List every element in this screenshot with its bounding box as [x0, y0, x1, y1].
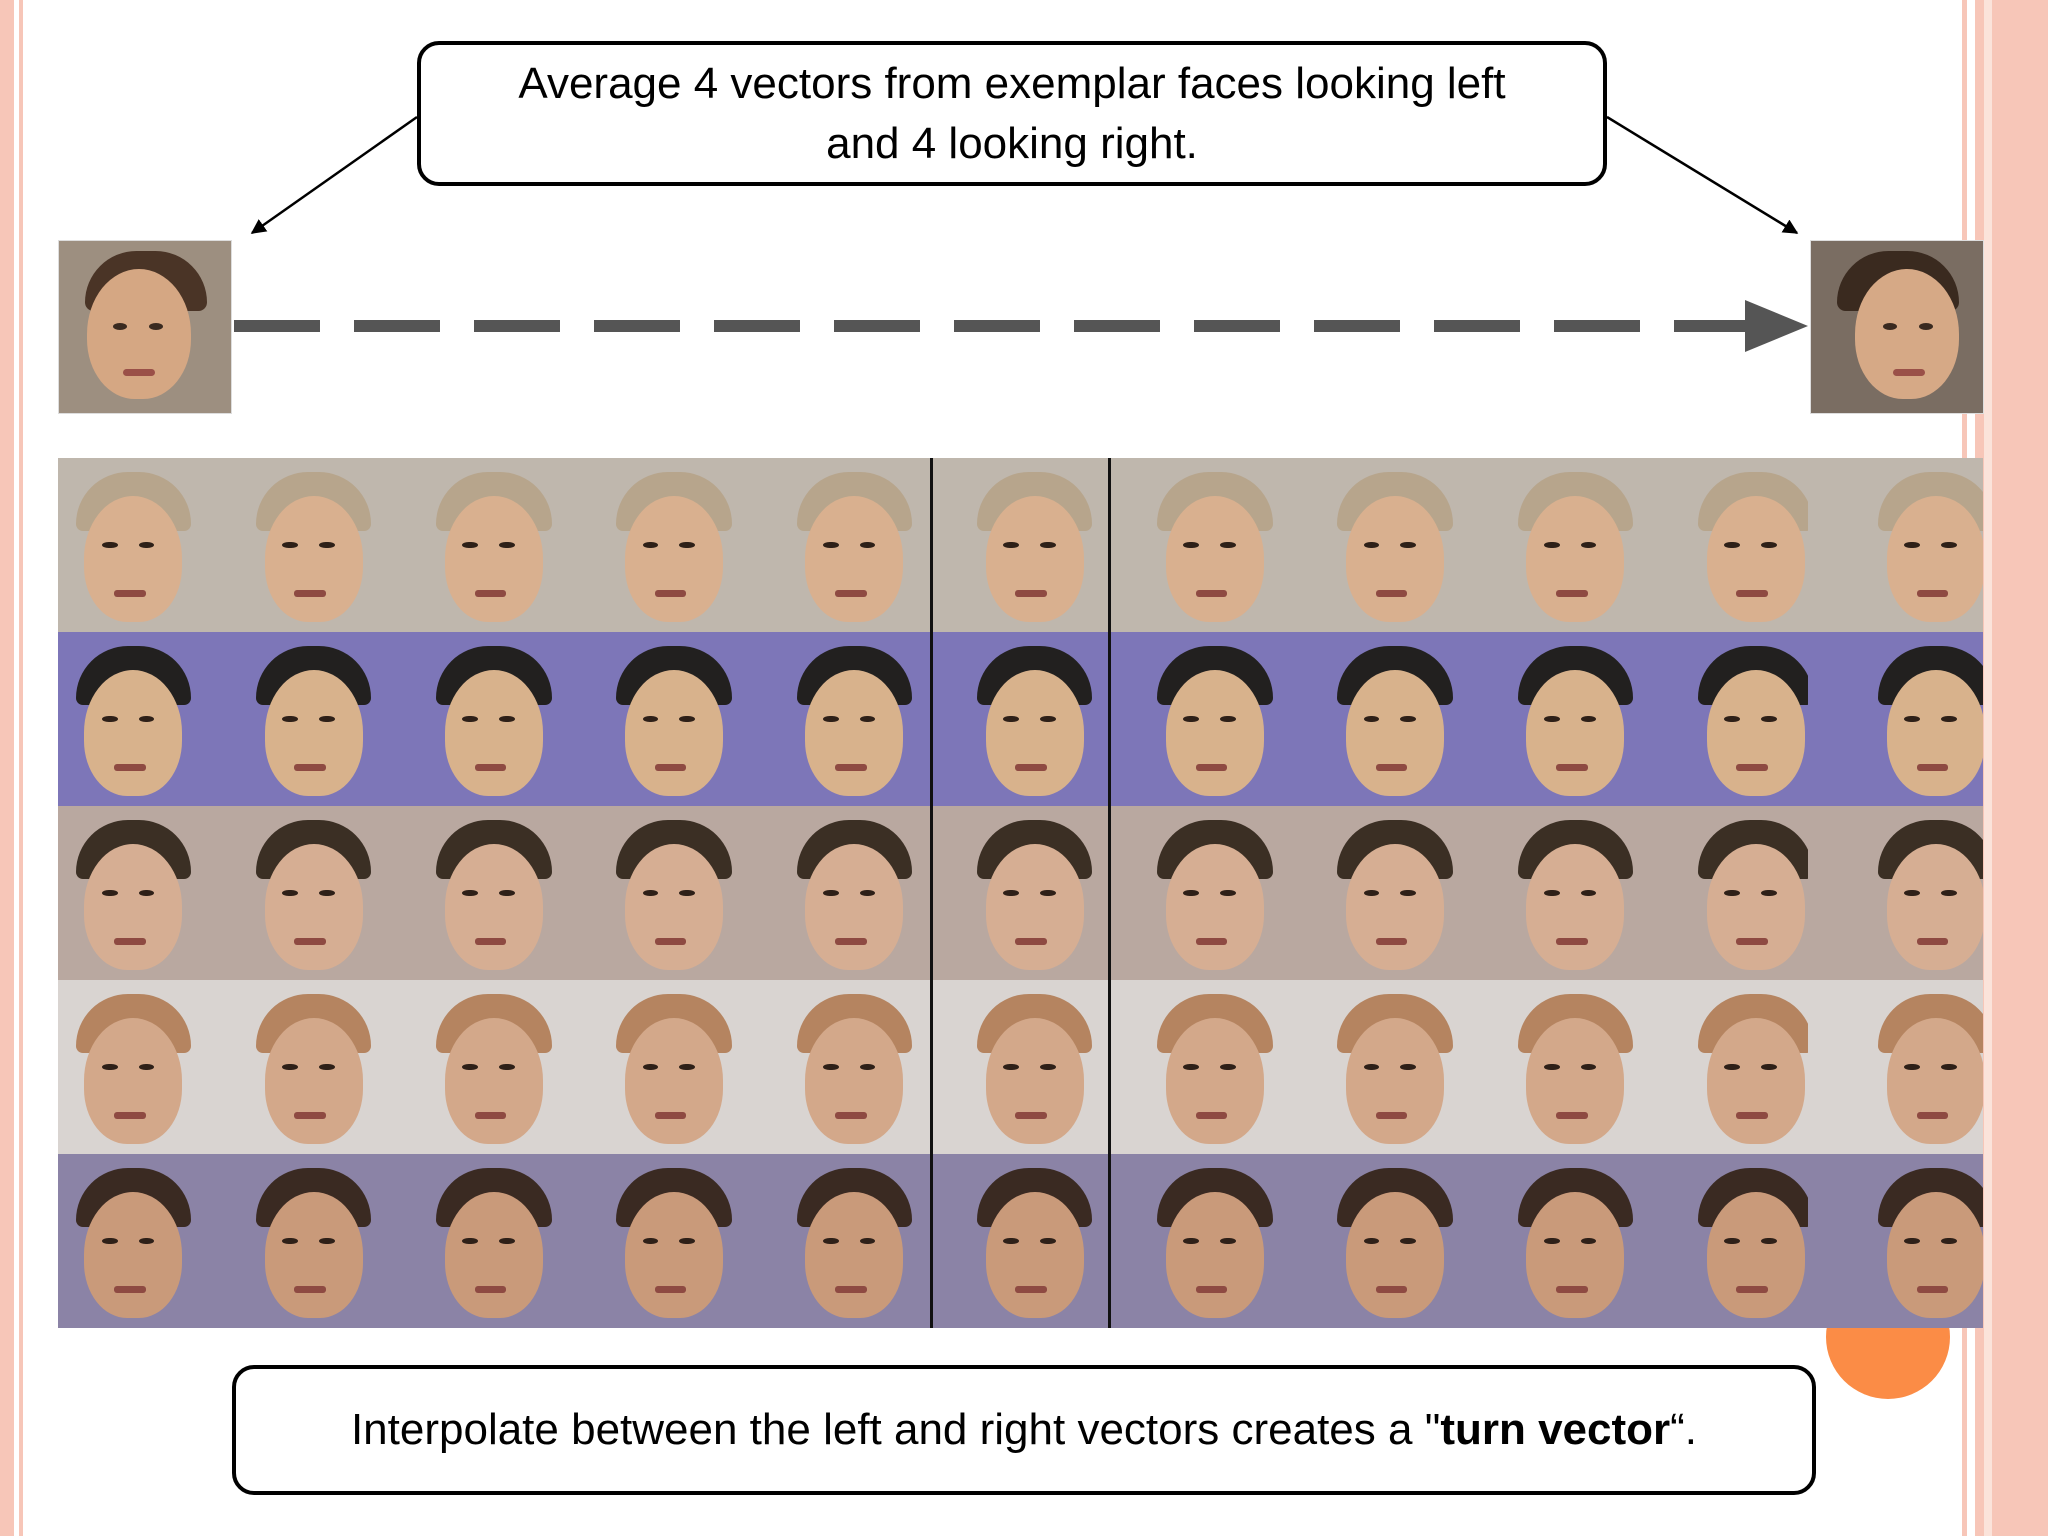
face-image: [1108, 1154, 1283, 1328]
bottom-callout: Interpolate between the left and right v…: [232, 1365, 1816, 1495]
face-image: [758, 1154, 933, 1328]
face-image: [1808, 458, 1983, 632]
face-image: [758, 980, 933, 1154]
face-image: [1108, 980, 1283, 1154]
callout-arrow-icon-left: [250, 115, 418, 235]
face-image: [1808, 806, 1983, 980]
face-image: [1808, 632, 1983, 806]
face-image: [1283, 458, 1458, 632]
left-border-line: [19, 0, 23, 1536]
face-image: [933, 458, 1108, 632]
face-image: [233, 806, 408, 980]
face-image: [1458, 1154, 1633, 1328]
face-image: [1283, 1154, 1458, 1328]
face-image: [1808, 980, 1983, 1154]
face-image: [58, 806, 233, 980]
bottom-callout-bold: turn vector: [1440, 1405, 1671, 1454]
face-image: [58, 1154, 233, 1328]
right-border-inner-stripe: [1984, 0, 1992, 1536]
face-image: [1108, 632, 1283, 806]
bottom-callout-text: Interpolate between the left and right v…: [351, 1405, 1697, 1455]
grid-divider-left: [930, 458, 933, 1328]
face-image: [1108, 458, 1283, 632]
top-callout: Average 4 vectors from exemplar faces lo…: [417, 41, 1607, 186]
face-image: [1283, 980, 1458, 1154]
face-image: [233, 458, 408, 632]
face-image: [583, 980, 758, 1154]
bottom-callout-suffix: “.: [1670, 1405, 1698, 1454]
face-interpolation-grid: [58, 458, 1983, 1328]
grid-divider-right: [1108, 458, 1111, 1328]
face-image: [1633, 458, 1808, 632]
face-image: [58, 458, 233, 632]
face-image: [1633, 1154, 1808, 1328]
face-image: [58, 632, 233, 806]
face-image: [758, 458, 933, 632]
face-image: [1633, 806, 1808, 980]
face-image: [233, 1154, 408, 1328]
face-image: [933, 980, 1108, 1154]
left-looking-face-image: [58, 240, 232, 414]
bottom-callout-prefix: Interpolate between the left and right v…: [350, 1405, 1441, 1454]
face-image: [1633, 632, 1808, 806]
face-image: [583, 1154, 758, 1328]
dashed-arrow-head: [1745, 300, 1808, 352]
face-image: [933, 1154, 1108, 1328]
face-image: [933, 632, 1108, 806]
face-image: [1458, 632, 1633, 806]
face-image: [1808, 1154, 1983, 1328]
right-looking-face-image: [1810, 240, 1984, 414]
callout-arrow-icon-right: [1606, 115, 1799, 235]
face-image: [408, 980, 583, 1154]
face-image: [1458, 806, 1633, 980]
face-image: [1458, 458, 1633, 632]
face-image: [233, 632, 408, 806]
face-image: [408, 806, 583, 980]
face-image: [583, 632, 758, 806]
top-callout-text: Average 4 vectors from exemplar faces lo…: [518, 58, 1506, 168]
face-image: [1283, 806, 1458, 980]
face-image: [933, 806, 1108, 980]
face-image: [1283, 632, 1458, 806]
face-image: [1633, 980, 1808, 1154]
face-image: [583, 806, 758, 980]
face-image: [408, 1154, 583, 1328]
face-image: [583, 458, 758, 632]
face-image: [1458, 980, 1633, 1154]
face-image: [758, 806, 933, 980]
face-image: [758, 632, 933, 806]
face-image: [58, 980, 233, 1154]
face-image: [233, 980, 408, 1154]
face-image: [408, 458, 583, 632]
face-image: [408, 632, 583, 806]
left-border-stripe: [0, 0, 14, 1536]
face-image: [1108, 806, 1283, 980]
